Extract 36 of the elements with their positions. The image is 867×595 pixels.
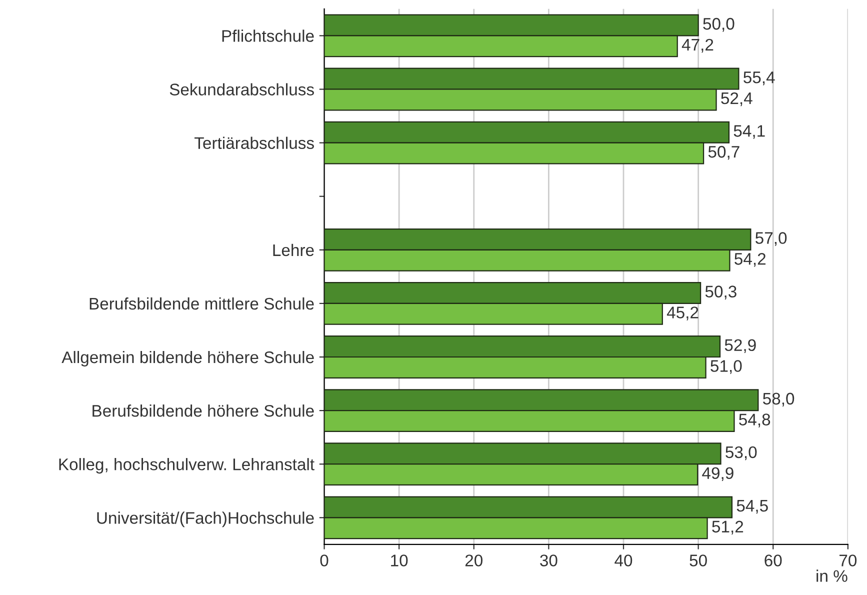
data-label: 50,7 [708,146,740,160]
data-label: 55,4 [744,72,775,86]
y-tick-label: Universität/(Fach)Hochschule [97,512,314,528]
x-tick-label: 60 [764,554,782,566]
data-label: 58,0 [762,392,794,407]
x-axis-title: in % [816,570,848,582]
x-tick-label: 70 [840,554,857,566]
data-label: 45,2 [666,306,698,320]
data-label: 47,2 [682,38,714,53]
data-label: 54,2 [734,253,766,267]
x-tick-label: 50 [690,554,707,566]
data-label: 52,9 [724,339,756,353]
y-tick-label: Lehre [273,244,314,256]
y-tick-label: Berufsbildende höhere Schule [92,404,314,417]
y-tick-label: Berufsbildende mittlere Schule [90,297,314,310]
x-tick-label: 10 [391,554,408,566]
data-label: 54,8 [739,414,770,428]
data-label: 50,0 [703,18,734,32]
data-label: 57,0 [756,232,787,246]
x-tick-label: 0 [320,554,328,566]
data-label: 51,2 [712,520,744,535]
y-tick-label: Kolleg, hochschulverw. Lehranstalt [59,458,314,474]
data-label: 52,4 [721,92,752,106]
x-tick-label: 40 [614,554,632,566]
y-tick-label: Sekundarabschluss [170,83,314,96]
y-tick-label: Allgemein bildende höhere Schule [62,350,314,366]
y-tick-label: Tertiärabschluss [194,136,314,150]
data-label: 53,0 [726,446,757,460]
y-tick-label: Pflichtschule [222,30,314,42]
data-label: 50,3 [705,286,736,300]
data-label: 49,9 [702,467,734,481]
data-label: 51,0 [710,360,742,374]
x-tick-label: 20 [465,554,482,566]
data-label: 54,5 [736,500,768,514]
data-label: 54,1 [734,125,765,139]
x-tick-label: 30 [540,554,558,566]
